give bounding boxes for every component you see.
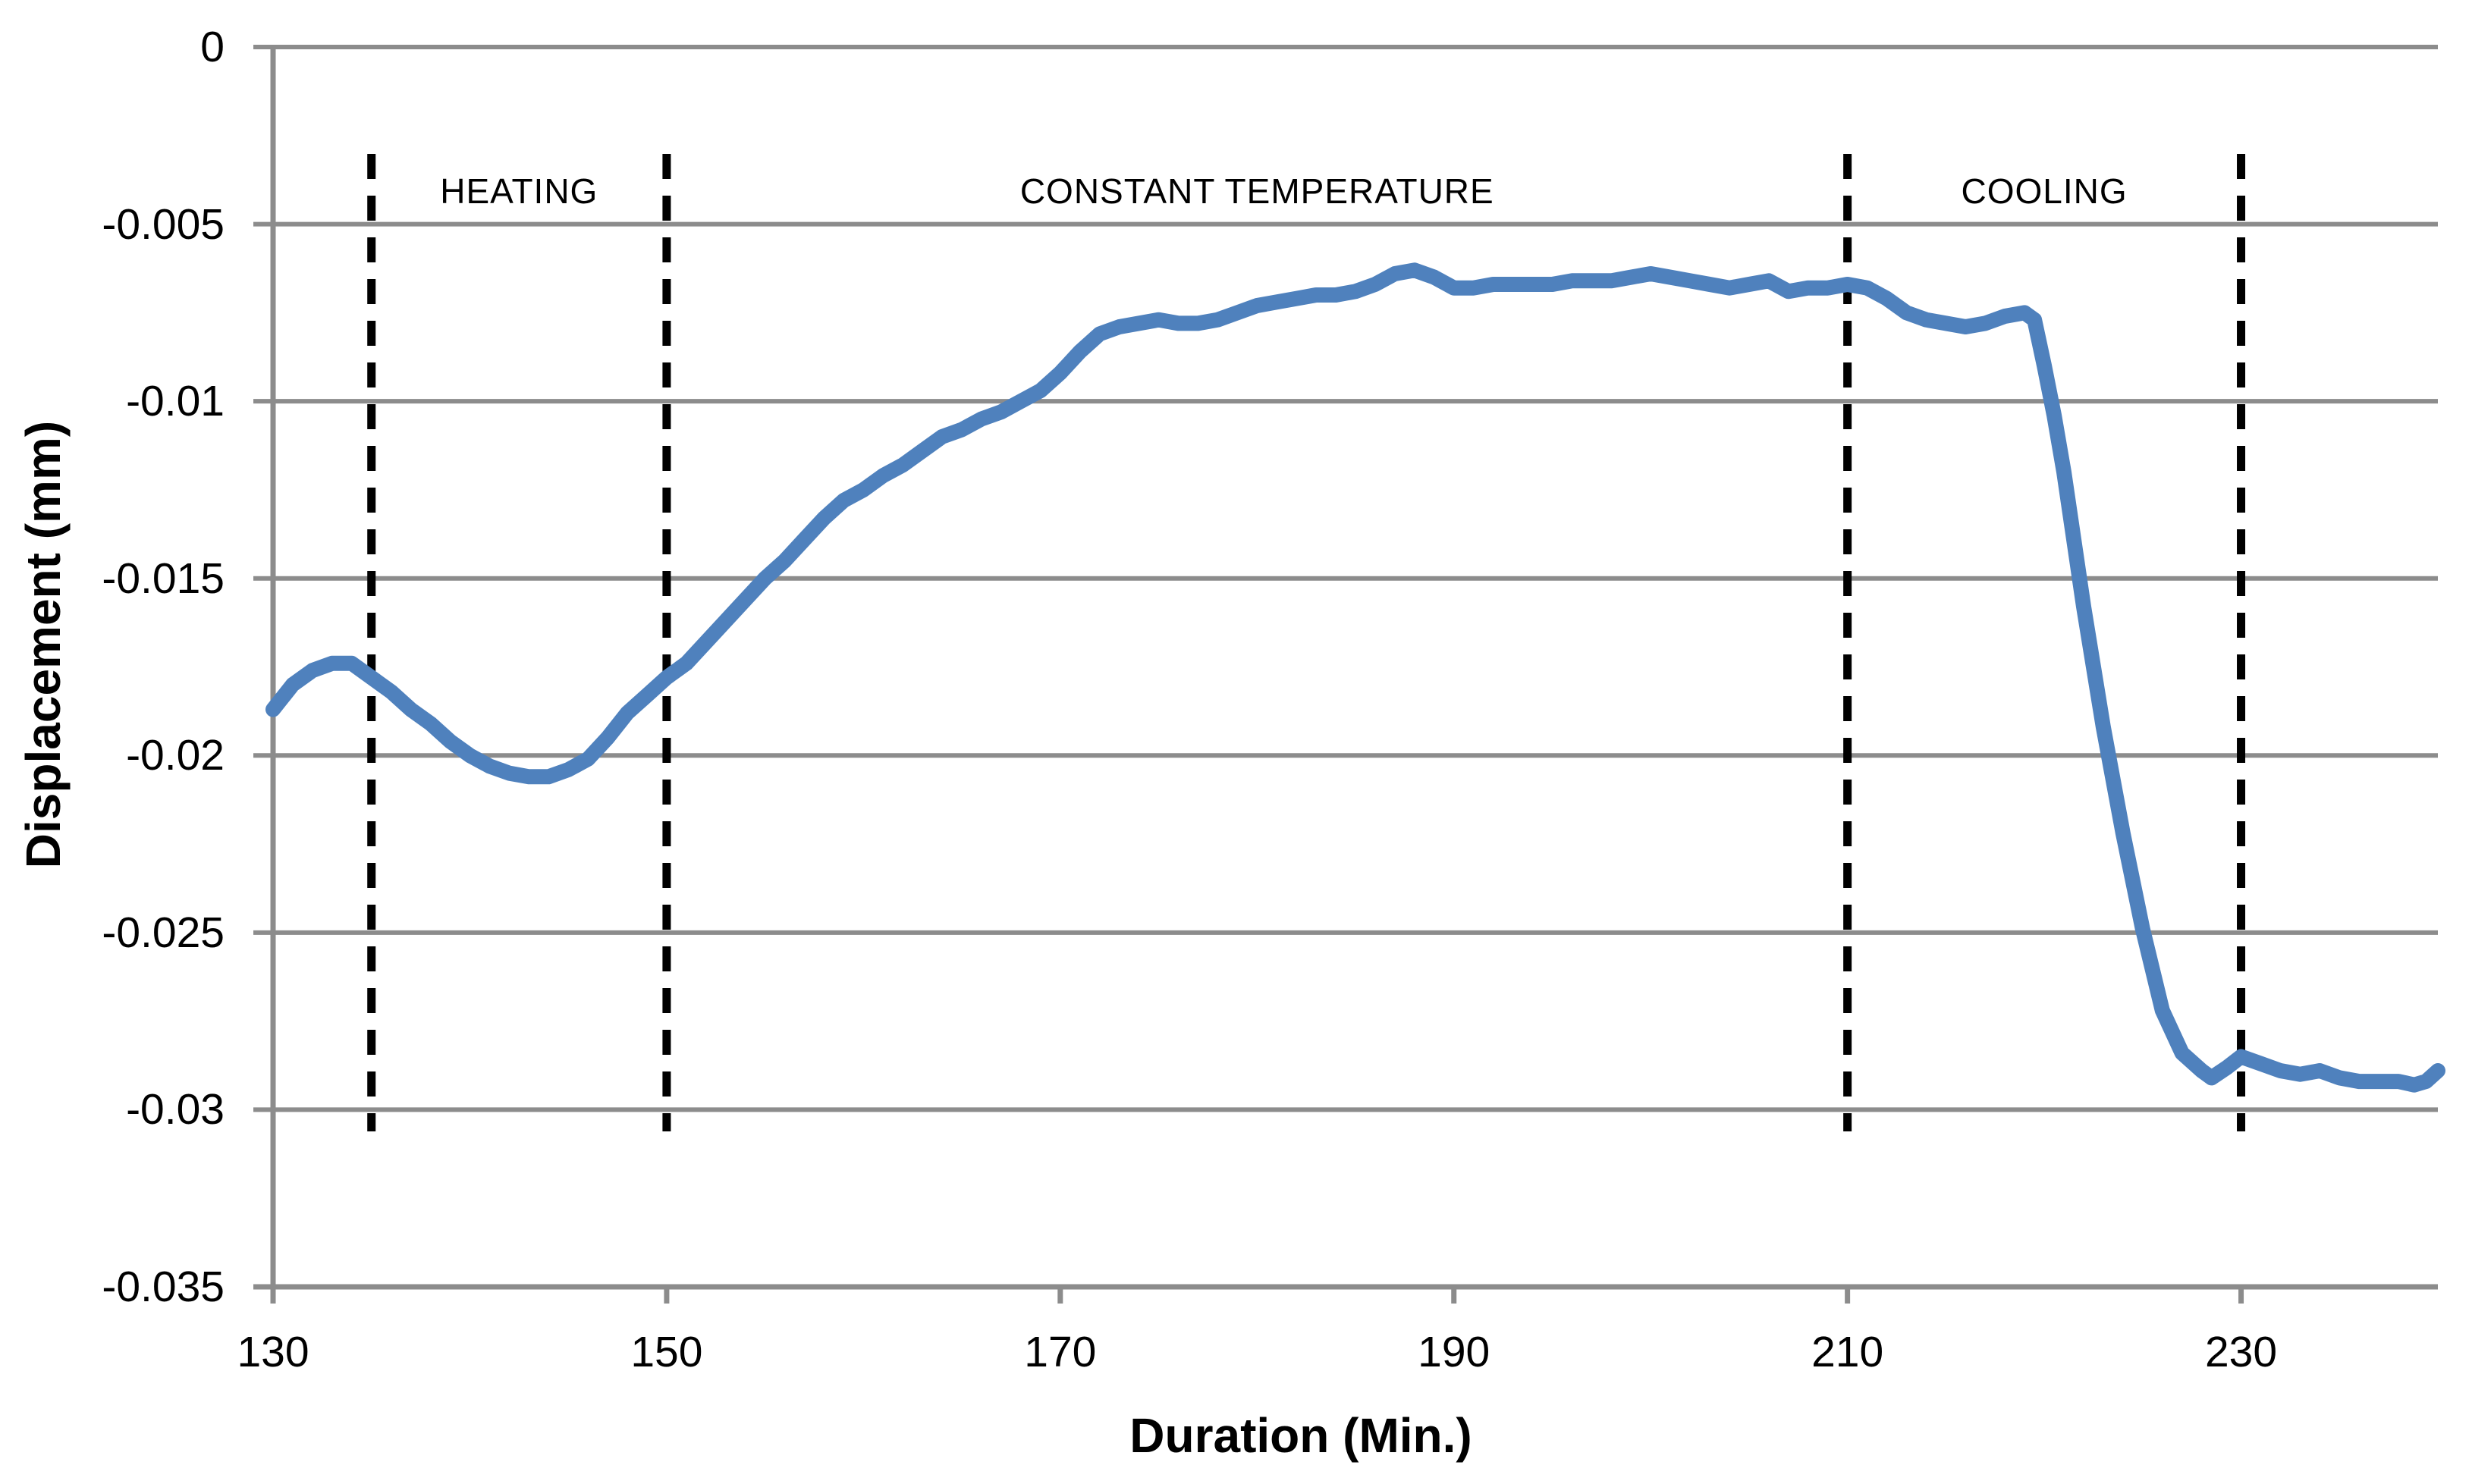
region-label-constant-temperature: CONSTANT TEMPERATURE (1019, 171, 1494, 211)
y-axis-tick-label: -0.035 (102, 1263, 225, 1311)
y-axis-tick-label: -0.01 (126, 377, 225, 426)
axes (253, 45, 2438, 1304)
x-axis-tick-label: 170 (1024, 1328, 1097, 1376)
x-axis-tick-label: 230 (2204, 1328, 2278, 1376)
region-label-heating: HEATING (440, 171, 598, 211)
y-axis-title: Displacement (mm) (16, 420, 71, 869)
x-axis-tick-label: 190 (1418, 1328, 1490, 1376)
x-axis-tick-label: 210 (1811, 1328, 1884, 1376)
region-dividers (367, 154, 2246, 1131)
x-axis-tick-label: 150 (630, 1328, 703, 1376)
y-axis-tick-label: -0.02 (126, 731, 225, 780)
y-axis-tick-label: -0.005 (102, 199, 225, 249)
y-axis-tick-label: -0.03 (126, 1085, 225, 1134)
x-axis-title: Duration (Min.) (1129, 1408, 1472, 1463)
y-axis-tick-label: 0 (200, 23, 225, 71)
gridlines (253, 45, 2438, 1289)
region-label-cooling: COOLING (1961, 171, 2128, 211)
y-axis-tick-label: -0.015 (102, 554, 225, 603)
x-axis-tick-label: 130 (237, 1328, 309, 1376)
series-line-displacement (265, 262, 2445, 1093)
y-axis-tick-label: -0.025 (102, 908, 225, 957)
